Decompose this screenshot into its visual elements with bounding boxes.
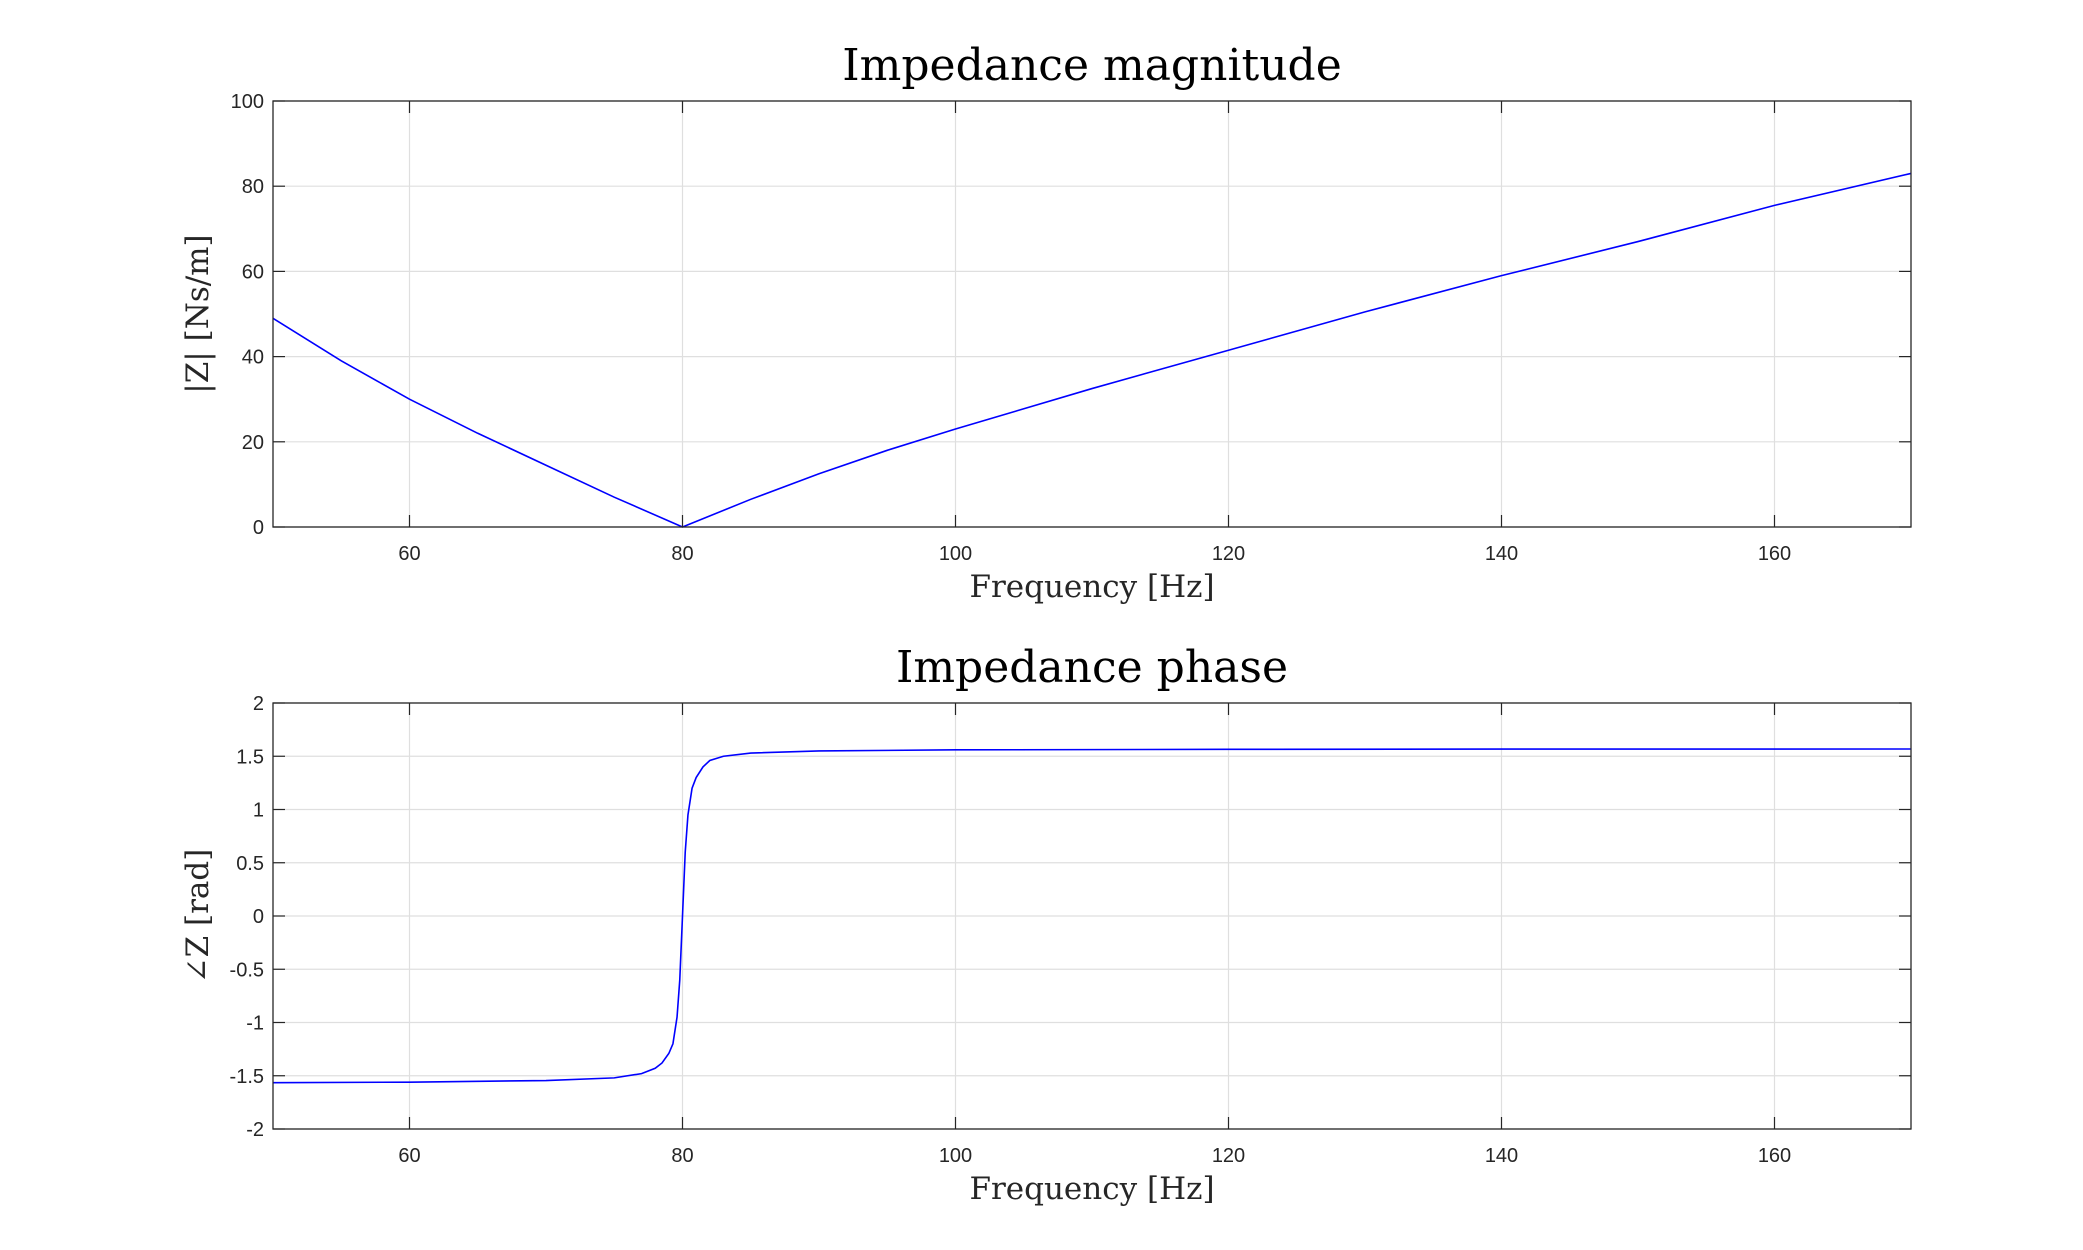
magnitude-xtick-label-60: 60 [398,543,420,565]
magnitude-ytick-label-80: 80 [242,176,264,198]
phase-ytick-label--1.5: -1.5 [230,1066,264,1088]
magnitude-xtick-label-120: 120 [1212,543,1245,565]
phase-xtick-label-140: 140 [1485,1145,1518,1167]
phase-ytick-label-0.5: 0.5 [236,853,264,875]
magnitude-ytick-label-40: 40 [242,347,264,369]
phase-ytick-label-2: 2 [253,693,264,715]
phase-ytick-label-0: 0 [253,906,264,928]
magnitude-gridlines [273,100,1911,528]
magnitude-ticks [273,100,1911,528]
magnitude-ytick-label-100: 100 [231,91,264,113]
phase-title: Impedance phase [896,642,1288,693]
phase-xtick-label-80: 80 [671,1145,693,1167]
phase-plot: 60 80 100 120 140 160 -2 -1.5 -1 -0.5 0 0.5 1 1.5 2 Im… [180,642,1912,1207]
phase-ytick-label-1: 1 [253,800,264,822]
phase-ytick-label--0.5: -0.5 [230,959,264,981]
phase-gridlines [273,702,1911,1130]
magnitude-ytick-label-20: 20 [242,432,264,454]
magnitude-ylabel: |Z| [Ns/m] [180,234,216,393]
phase-xtick-label-160: 160 [1758,1145,1791,1167]
magnitude-series-line-0 [272,172,1912,528]
phase-xtick-label-100: 100 [939,1145,972,1167]
phase-series-layer [272,748,1912,1084]
phase-series-line-0 [272,748,1912,1084]
phase-ylabel: ∠Z [rad] [180,849,216,984]
magnitude-ytick-label-60: 60 [242,261,264,283]
magnitude-tick-labels: 60 80 100 120 140 160 0 20 40 60 80 100 [231,91,1792,565]
phase-tick-labels: 60 80 100 120 140 160 -2 -1.5 -1 -0.5 0 0.5 1 1.5 2 [230,693,1792,1167]
phase-xlabel: Frequency [Hz] [969,1171,1214,1207]
phase-ytick-label--1: -1 [246,1013,264,1035]
phase-ticks [273,702,1911,1130]
magnitude-title: Impedance magnitude [842,40,1341,91]
magnitude-plot: 60 80 100 120 140 160 0 20 40 60 80 100 Impedance m… [180,40,1912,605]
phase-ytick-label-1.5: 1.5 [236,746,264,768]
magnitude-xtick-label-160: 160 [1758,543,1791,565]
magnitude-xtick-label-80: 80 [671,543,693,565]
phase-ytick-label--2: -2 [246,1119,264,1141]
magnitude-xtick-label-100: 100 [939,543,972,565]
magnitude-series-layer [272,172,1912,528]
magnitude-xlabel: Frequency [Hz] [969,569,1214,605]
magnitude-xtick-label-140: 140 [1485,543,1518,565]
magnitude-ytick-label-0: 0 [253,517,264,539]
magnitude-axes-box [272,100,1912,528]
phase-xtick-label-60: 60 [398,1145,420,1167]
phase-xtick-label-120: 120 [1212,1145,1245,1167]
